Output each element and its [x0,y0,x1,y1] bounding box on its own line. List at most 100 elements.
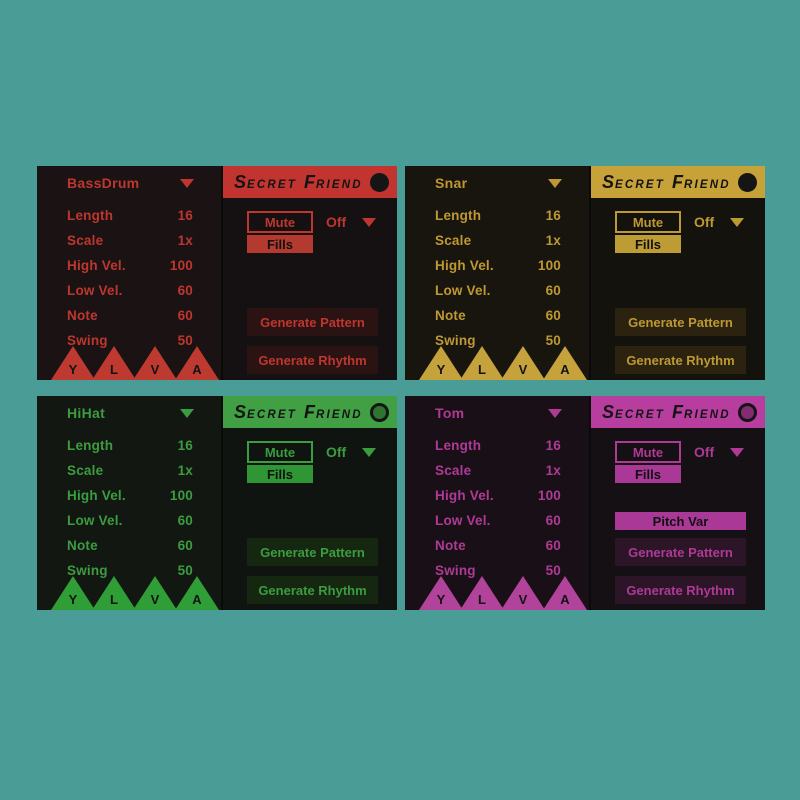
mute-state-dropdown[interactable]: Off [326,214,347,230]
pad-letter[interactable]: V [150,592,160,607]
generate-pattern-button[interactable]: Generate Pattern [615,538,746,566]
pad-triangle-icon[interactable] [460,346,504,380]
pad-triangle-icon[interactable] [501,576,545,610]
generate-rhythm-button[interactable]: Generate Rhythm [247,576,378,604]
pad-letter[interactable]: Y [68,592,78,607]
pad-triangle-icon[interactable] [92,576,136,610]
param-value[interactable]: 1x [177,463,193,478]
param-value[interactable]: 60 [545,283,561,298]
param-value[interactable]: 50 [177,333,193,348]
pad-letter[interactable]: V [518,592,528,607]
mute-button[interactable]: Mute [615,441,681,463]
param-row: Swing 50 [67,328,193,353]
title-word1-initial: S [234,171,248,192]
param-row: High Vel. 100 [435,253,561,278]
pad-triangle-icon[interactable] [543,576,587,610]
param-value[interactable]: 60 [545,308,561,323]
param-value[interactable]: 100 [169,488,193,503]
instrument-dropdown[interactable]: HiHat [67,405,194,421]
power-led-icon[interactable] [370,172,389,192]
instrument-dropdown[interactable]: BassDrum [67,175,194,191]
power-led-icon[interactable] [738,402,757,422]
pad-letter[interactable]: L [110,592,118,607]
instrument-dropdown[interactable]: Tom [435,405,562,421]
param-value[interactable]: 50 [545,333,561,348]
pad-triangle-icon[interactable] [51,576,95,610]
pad-letter[interactable]: L [478,362,486,377]
pad-triangle-icon[interactable] [501,346,545,380]
param-value[interactable]: 16 [177,208,193,223]
param-value[interactable]: 50 [177,563,193,578]
generate-rhythm-button[interactable]: Generate Rhythm [247,346,378,374]
pad-letter[interactable]: A [560,592,570,607]
param-value[interactable]: 60 [177,513,193,528]
pad-letter[interactable]: A [192,592,202,607]
pad-triangle-icon[interactable] [460,576,504,610]
pitch-var-button[interactable]: Pitch Var [615,512,746,530]
mute-button[interactable]: Mute [615,211,681,233]
param-value[interactable]: 100 [537,258,561,273]
param-value[interactable]: 100 [537,488,561,503]
pad-triangle-icon[interactable] [543,346,587,380]
pad-triangle-icon[interactable] [419,346,463,380]
param-value[interactable]: 50 [545,563,561,578]
pad-letter[interactable]: Y [436,362,446,377]
instrument-dropdown[interactable]: Snar [435,175,562,191]
chevron-down-icon[interactable] [730,447,745,457]
plugin-header: S ECRET F RIEND [591,166,765,198]
mute-state-dropdown[interactable]: Off [326,444,347,460]
pad-letter[interactable]: Y [436,592,446,607]
param-value[interactable]: 60 [545,513,561,528]
pad-letter[interactable]: Y [68,362,78,377]
generate-rhythm-button[interactable]: Generate Rhythm [615,346,746,374]
pad-triangle-icon[interactable] [51,346,95,380]
pad-letter[interactable]: V [150,362,160,377]
pad-triangle-icon[interactable] [133,346,177,380]
generate-pattern-button[interactable]: Generate Pattern [247,538,378,566]
param-value[interactable]: 60 [177,538,193,553]
chevron-down-icon[interactable] [730,217,745,227]
param-value[interactable]: 60 [545,538,561,553]
param-value[interactable]: 60 [177,283,193,298]
mute-state-dropdown[interactable]: Off [694,214,715,230]
param-value[interactable]: 60 [177,308,193,323]
param-value[interactable]: 16 [177,438,193,453]
generate-pattern-button[interactable]: Generate Pattern [615,308,746,336]
fills-button[interactable]: Fills [247,235,313,253]
pad-letter[interactable]: L [478,592,486,607]
mute-button[interactable]: Mute [247,211,313,233]
mute-button[interactable]: Mute [247,441,313,463]
param-row: High Vel. 100 [67,253,193,278]
mute-row: Mute Off [615,441,745,463]
pad-letter[interactable]: A [192,362,202,377]
param-value[interactable]: 16 [545,438,561,453]
generate-rhythm-button[interactable]: Generate Rhythm [615,576,746,604]
fills-button[interactable]: Fills [247,465,313,483]
param-row: Low Vel. 60 [435,508,561,533]
param-value[interactable]: 100 [169,258,193,273]
instrument-name: BassDrum [67,175,140,191]
fills-button[interactable]: Fills [615,465,681,483]
section-divider [221,396,223,610]
param-value[interactable]: 1x [545,233,561,248]
power-led-icon[interactable] [370,402,389,422]
pad-triangle-icon[interactable] [419,576,463,610]
pad-triangle-icon[interactable] [175,576,219,610]
pad-letter[interactable]: A [560,362,570,377]
chevron-down-icon[interactable] [362,217,377,227]
param-value[interactable]: 1x [545,463,561,478]
param-value[interactable]: 16 [545,208,561,223]
pad-triangle-icon[interactable] [175,346,219,380]
fills-button[interactable]: Fills [615,235,681,253]
pad-triangle-icon[interactable] [133,576,177,610]
pad-letter[interactable]: L [110,362,118,377]
mute-state-dropdown[interactable]: Off [694,444,715,460]
pad-triangle-icon[interactable] [92,346,136,380]
power-led-icon[interactable] [738,172,757,192]
section-divider [589,396,591,610]
generate-pattern-button[interactable]: Generate Pattern [247,308,378,336]
panel-right-section: S ECRET F RIEND Mute Off Fills Generate Pat… [591,166,765,380]
pad-letter[interactable]: V [518,362,528,377]
chevron-down-icon[interactable] [362,447,377,457]
param-value[interactable]: 1x [177,233,193,248]
